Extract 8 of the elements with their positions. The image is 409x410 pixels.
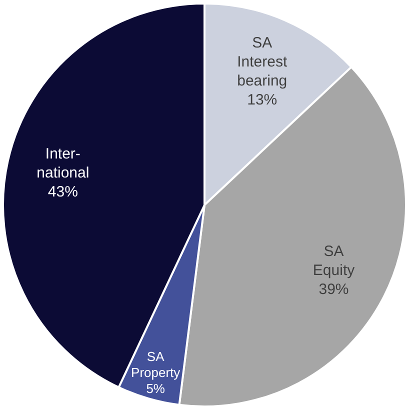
slice-label: SA Property bbox=[131, 348, 181, 380]
slice-label: SA Interest bearing bbox=[237, 34, 288, 90]
data-label: 13% bbox=[247, 91, 278, 108]
data-label: 5% bbox=[146, 380, 166, 396]
slice-label: Inter- national bbox=[36, 145, 90, 182]
slice-label: SA Equity bbox=[312, 243, 356, 280]
data-label: 39% bbox=[318, 281, 349, 298]
data-label: 43% bbox=[48, 183, 78, 200]
